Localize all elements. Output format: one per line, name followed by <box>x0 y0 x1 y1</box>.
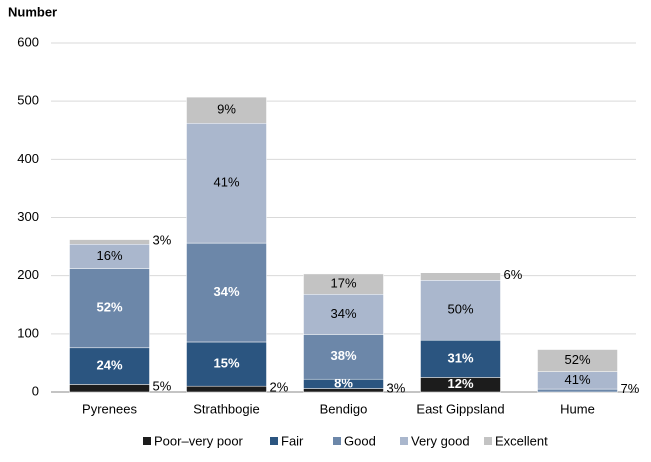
bar-segment <box>537 349 618 372</box>
x-tick-label: Pyrenees <box>82 401 137 416</box>
legend-label: Fair <box>281 433 304 448</box>
legend-label: Poor–very poor <box>154 433 244 448</box>
x-tick-label: Strathbogie <box>193 401 260 416</box>
bar-segment <box>69 239 150 245</box>
data-label: 31% <box>447 350 473 365</box>
data-label: 34% <box>213 284 239 299</box>
bar-segment <box>537 388 618 393</box>
bar-segment <box>69 384 150 393</box>
y-tick-label: 400 <box>17 151 39 166</box>
data-label: 17% <box>330 276 356 291</box>
bar-segment <box>186 341 267 387</box>
bar-segment <box>69 268 150 349</box>
data-label: 5% <box>153 379 172 394</box>
y-tick-label: 500 <box>17 93 39 108</box>
data-label: 9% <box>217 102 236 117</box>
x-tick-label: Hume <box>560 401 595 416</box>
bar-segment <box>303 273 384 295</box>
data-label: 24% <box>96 358 122 373</box>
x-tick-label: Bendigo <box>320 401 368 416</box>
y-tick-label: 200 <box>17 267 39 282</box>
bar-segment <box>69 244 150 269</box>
data-label: 52% <box>96 300 122 315</box>
legend-label: Good <box>344 433 376 448</box>
data-label: 41% <box>213 175 239 190</box>
bar-segment <box>186 242 267 343</box>
bar-segment <box>186 96 267 124</box>
data-label: 12% <box>447 376 473 391</box>
bar-segment <box>186 385 267 393</box>
legend-swatch <box>484 437 492 445</box>
data-label: 38% <box>330 348 356 363</box>
data-label: 16% <box>96 248 122 263</box>
bar-segment <box>186 123 267 244</box>
bar-segment <box>69 347 150 385</box>
data-label: 6% <box>504 267 523 282</box>
bar-segment <box>303 334 384 380</box>
data-label: 15% <box>213 356 239 371</box>
legend-label: Excellent <box>495 433 548 448</box>
data-label: 3% <box>387 381 406 396</box>
legend-swatch <box>400 437 408 445</box>
y-tick-label: 0 <box>32 383 39 398</box>
data-label: 3% <box>153 232 172 247</box>
data-label: 50% <box>447 302 473 317</box>
x-tick-label: East Gippsland <box>416 401 504 416</box>
data-label: 41% <box>564 372 590 387</box>
legend-label: Very good <box>411 433 470 448</box>
bar-segment <box>420 339 501 378</box>
bar-segment <box>303 294 384 335</box>
legend-swatch <box>270 437 278 445</box>
data-label: 52% <box>564 352 590 367</box>
legend-swatch <box>143 437 151 445</box>
legend-swatch <box>333 437 341 445</box>
y-tick-label: 600 <box>17 34 39 49</box>
data-label: 7% <box>621 381 640 396</box>
y-tick-label: 300 <box>17 209 39 224</box>
y-tick-label: 100 <box>17 325 39 340</box>
bar-segment <box>420 280 501 341</box>
data-label: 34% <box>330 306 356 321</box>
y-axis-label: Number <box>8 4 57 19</box>
bar-segment <box>420 272 501 281</box>
data-label: 2% <box>270 380 289 395</box>
